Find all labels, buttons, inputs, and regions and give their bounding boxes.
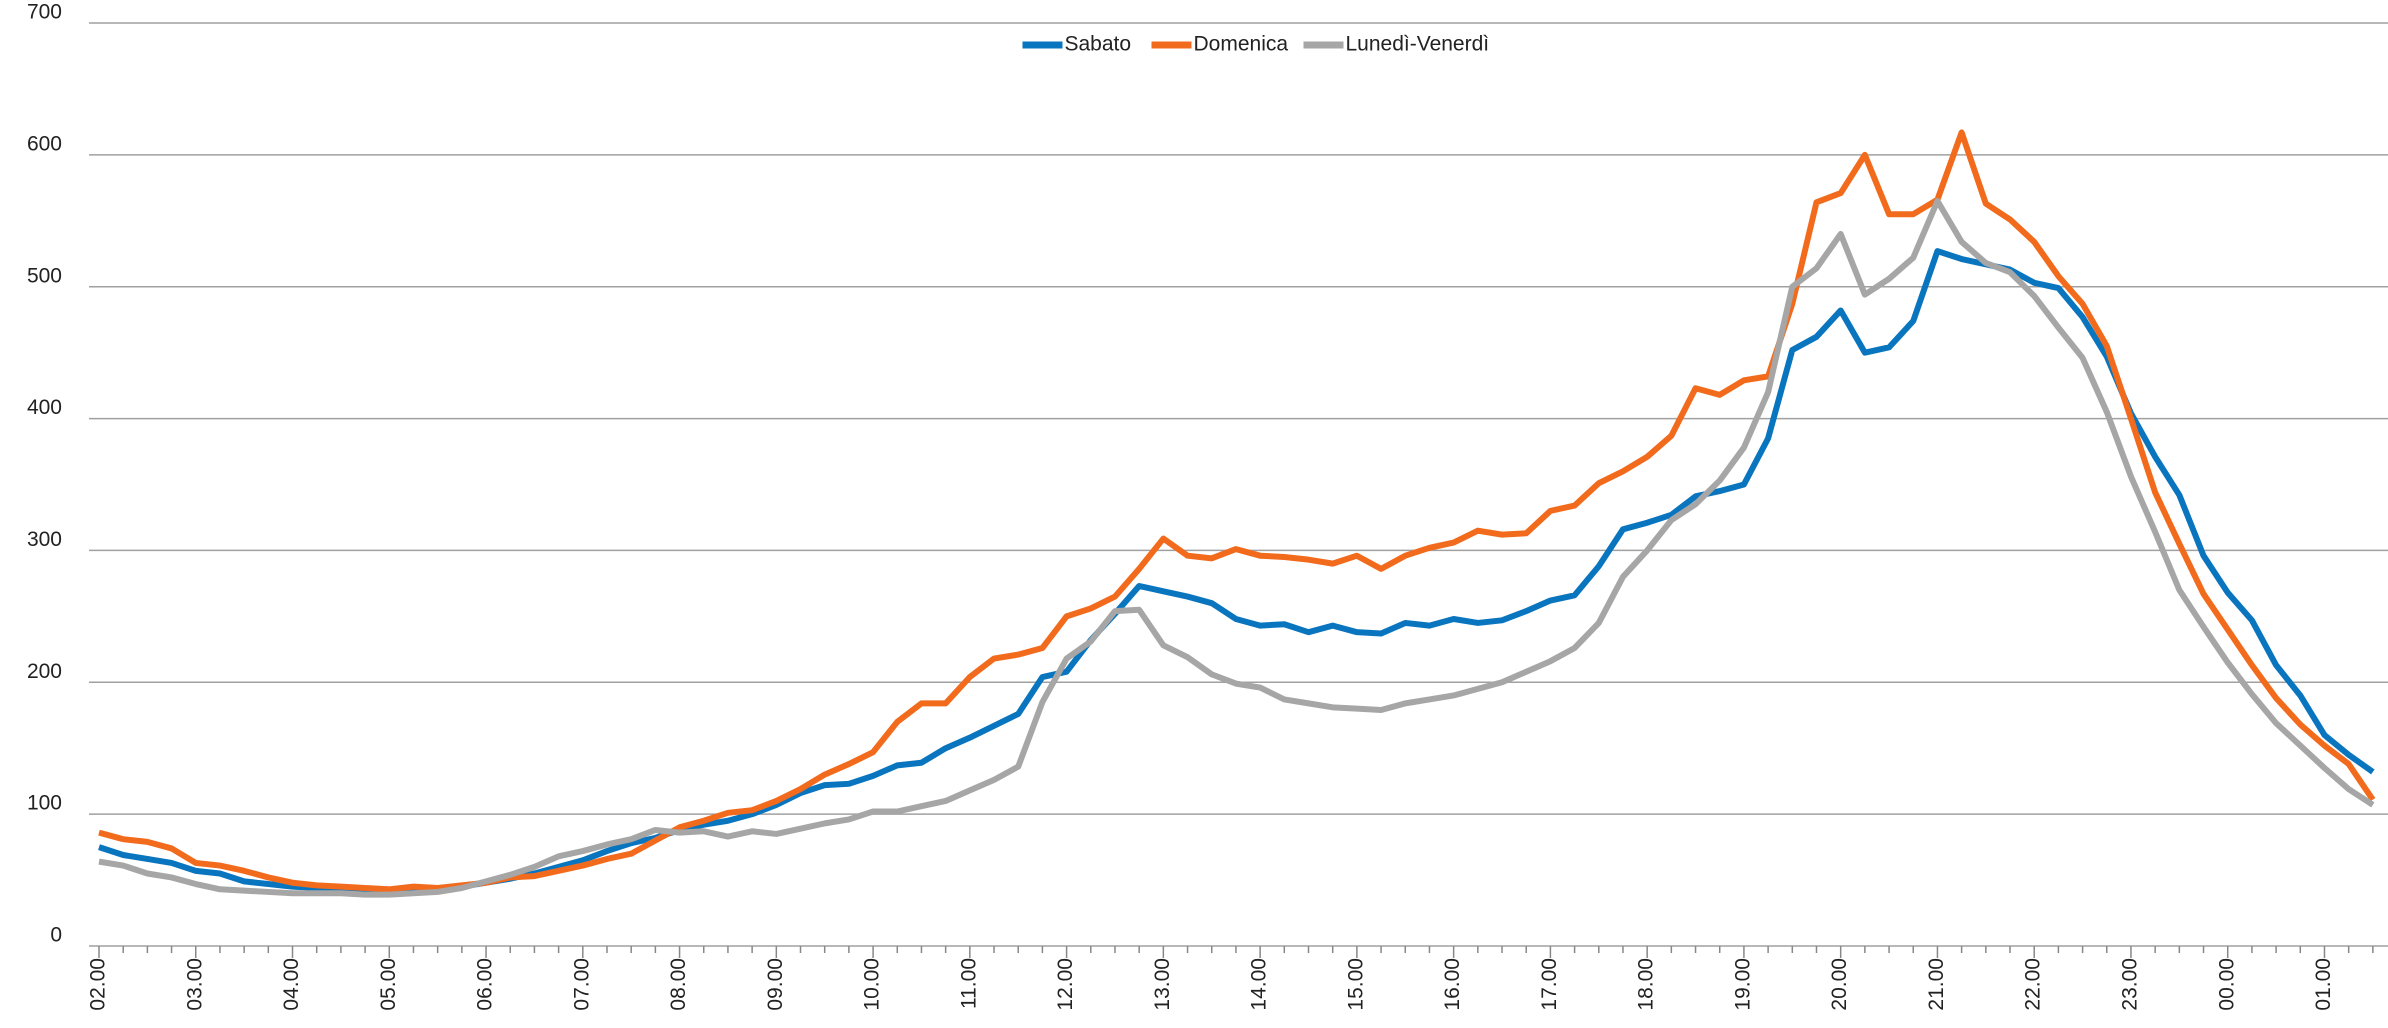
x-tick-label: 22.00: [2022, 958, 2045, 1011]
y-tick-label: 500: [27, 264, 62, 287]
y-tick-label: 0: [50, 924, 62, 947]
y-tick-label: 100: [27, 792, 62, 815]
x-tick-label: 00.00: [2215, 958, 2238, 1011]
series-line: [98, 248, 2375, 894]
y-tick-label: 600: [27, 132, 62, 155]
y-tick-label: 300: [27, 528, 62, 551]
x-tick-label: 06.00: [474, 958, 497, 1011]
x-tick-label: 05.00: [377, 958, 400, 1011]
x-tick-label: 17.00: [1538, 958, 1561, 1011]
x-tick-label: 02.00: [87, 958, 110, 1011]
x-tick-label: 12.00: [1054, 958, 1077, 1011]
y-tick-label: 700: [27, 1, 62, 24]
x-tick-label: 04.00: [280, 958, 303, 1011]
x-tick-label: 13.00: [1151, 958, 1174, 1011]
x-tick-label: 20.00: [1828, 958, 1851, 1011]
legend-label: Sabato: [1065, 33, 1132, 56]
x-tick-label: 23.00: [2119, 958, 2142, 1011]
x-tick-label: 08.00: [667, 958, 690, 1011]
y-tick-label: 400: [27, 396, 62, 419]
x-tick-label: 09.00: [764, 958, 787, 1011]
x-tick-label: 07.00: [570, 958, 593, 1011]
x-tick-label: 16.00: [1441, 958, 1464, 1011]
x-tick-label: 15.00: [1344, 958, 1367, 1011]
legend-label: Domenica: [1194, 33, 1289, 56]
legend-label: Lunedì-Venerdì: [1346, 33, 1490, 56]
y-tick-label: 200: [27, 660, 62, 683]
x-tick-label: 21.00: [1925, 958, 1948, 1011]
x-tick-label: 19.00: [1731, 958, 1754, 1011]
series-line: [98, 198, 2375, 898]
series-line: [98, 129, 2376, 893]
x-tick-label: 18.00: [1635, 958, 1658, 1011]
x-tick-label: 03.00: [183, 958, 206, 1011]
x-tick-label: 10.00: [861, 958, 884, 1011]
x-tick-label: 11.00: [957, 958, 980, 1009]
x-tick-label: 14.00: [1248, 958, 1271, 1011]
x-tick-label: 01.00: [2312, 958, 2335, 1011]
